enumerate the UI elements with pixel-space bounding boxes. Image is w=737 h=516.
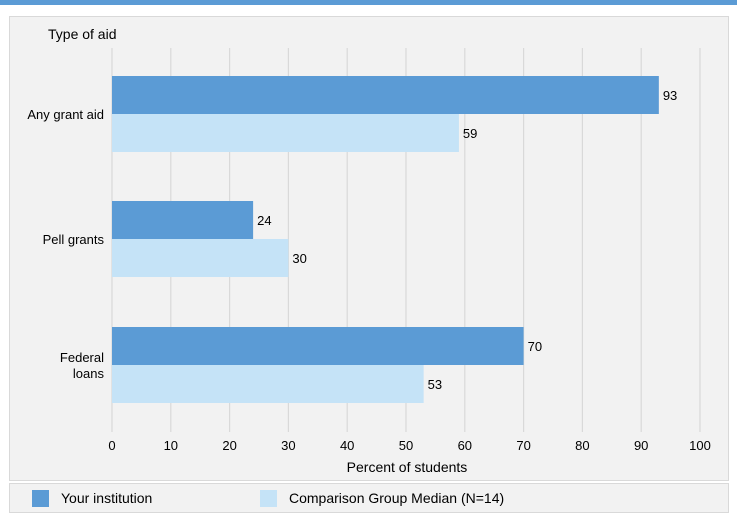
top-accent-rule: [0, 0, 737, 5]
x-tick-100: 100: [689, 438, 711, 453]
legend-item-comparison-group: Comparison Group Median (N=14): [260, 484, 504, 512]
data-label-institution-0: 93: [663, 88, 677, 103]
legend-swatch-comparison-group: [260, 489, 277, 507]
bars: 93 59 24 30 70 53: [112, 76, 677, 403]
bar-institution-1: [112, 201, 254, 239]
legend-label-your-institution: Your institution: [61, 490, 153, 506]
data-label-comparison-2: 53: [428, 377, 442, 392]
data-label-comparison-1: 30: [292, 251, 306, 266]
x-tick-90: 90: [634, 438, 648, 453]
bar-comparison-0: [112, 114, 459, 152]
legend-item-your-institution: Your institution: [32, 484, 152, 512]
x-tick-40: 40: [340, 438, 354, 453]
legend-swatch-your-institution: [32, 489, 49, 507]
bar-comparison-1: [112, 239, 289, 277]
bar-comparison-2: [112, 365, 424, 403]
x-tick-10: 10: [164, 438, 178, 453]
bar-institution-2: [112, 327, 524, 365]
y-axis-title: Type of aid: [48, 26, 117, 42]
legend: Your institution Comparison Group Median…: [9, 483, 729, 513]
x-tick-70: 70: [516, 438, 530, 453]
category-labels: Any grant aid Pell grants Federal loans: [27, 107, 104, 381]
x-tick-60: 60: [458, 438, 472, 453]
data-label-comparison-0: 59: [463, 126, 477, 141]
category-label-1: Pell grants: [43, 232, 105, 247]
x-tick-20: 20: [222, 438, 236, 453]
bar-institution-0: [112, 76, 659, 114]
data-label-institution-2: 70: [528, 339, 542, 354]
category-label-2: Federal loans: [60, 350, 105, 381]
x-axis-title: Percent of students: [347, 459, 468, 475]
x-tick-0: 0: [108, 438, 115, 453]
x-tick-80: 80: [575, 438, 589, 453]
x-tick-50: 50: [399, 438, 413, 453]
x-tick-30: 30: [281, 438, 295, 453]
data-label-institution-1: 24: [257, 213, 271, 228]
x-tick-labels: 0 10 20 30 40 50 60 70 80 90 100: [108, 438, 710, 453]
legend-label-comparison-group: Comparison Group Median (N=14): [289, 490, 505, 506]
category-label-0: Any grant aid: [27, 107, 104, 122]
